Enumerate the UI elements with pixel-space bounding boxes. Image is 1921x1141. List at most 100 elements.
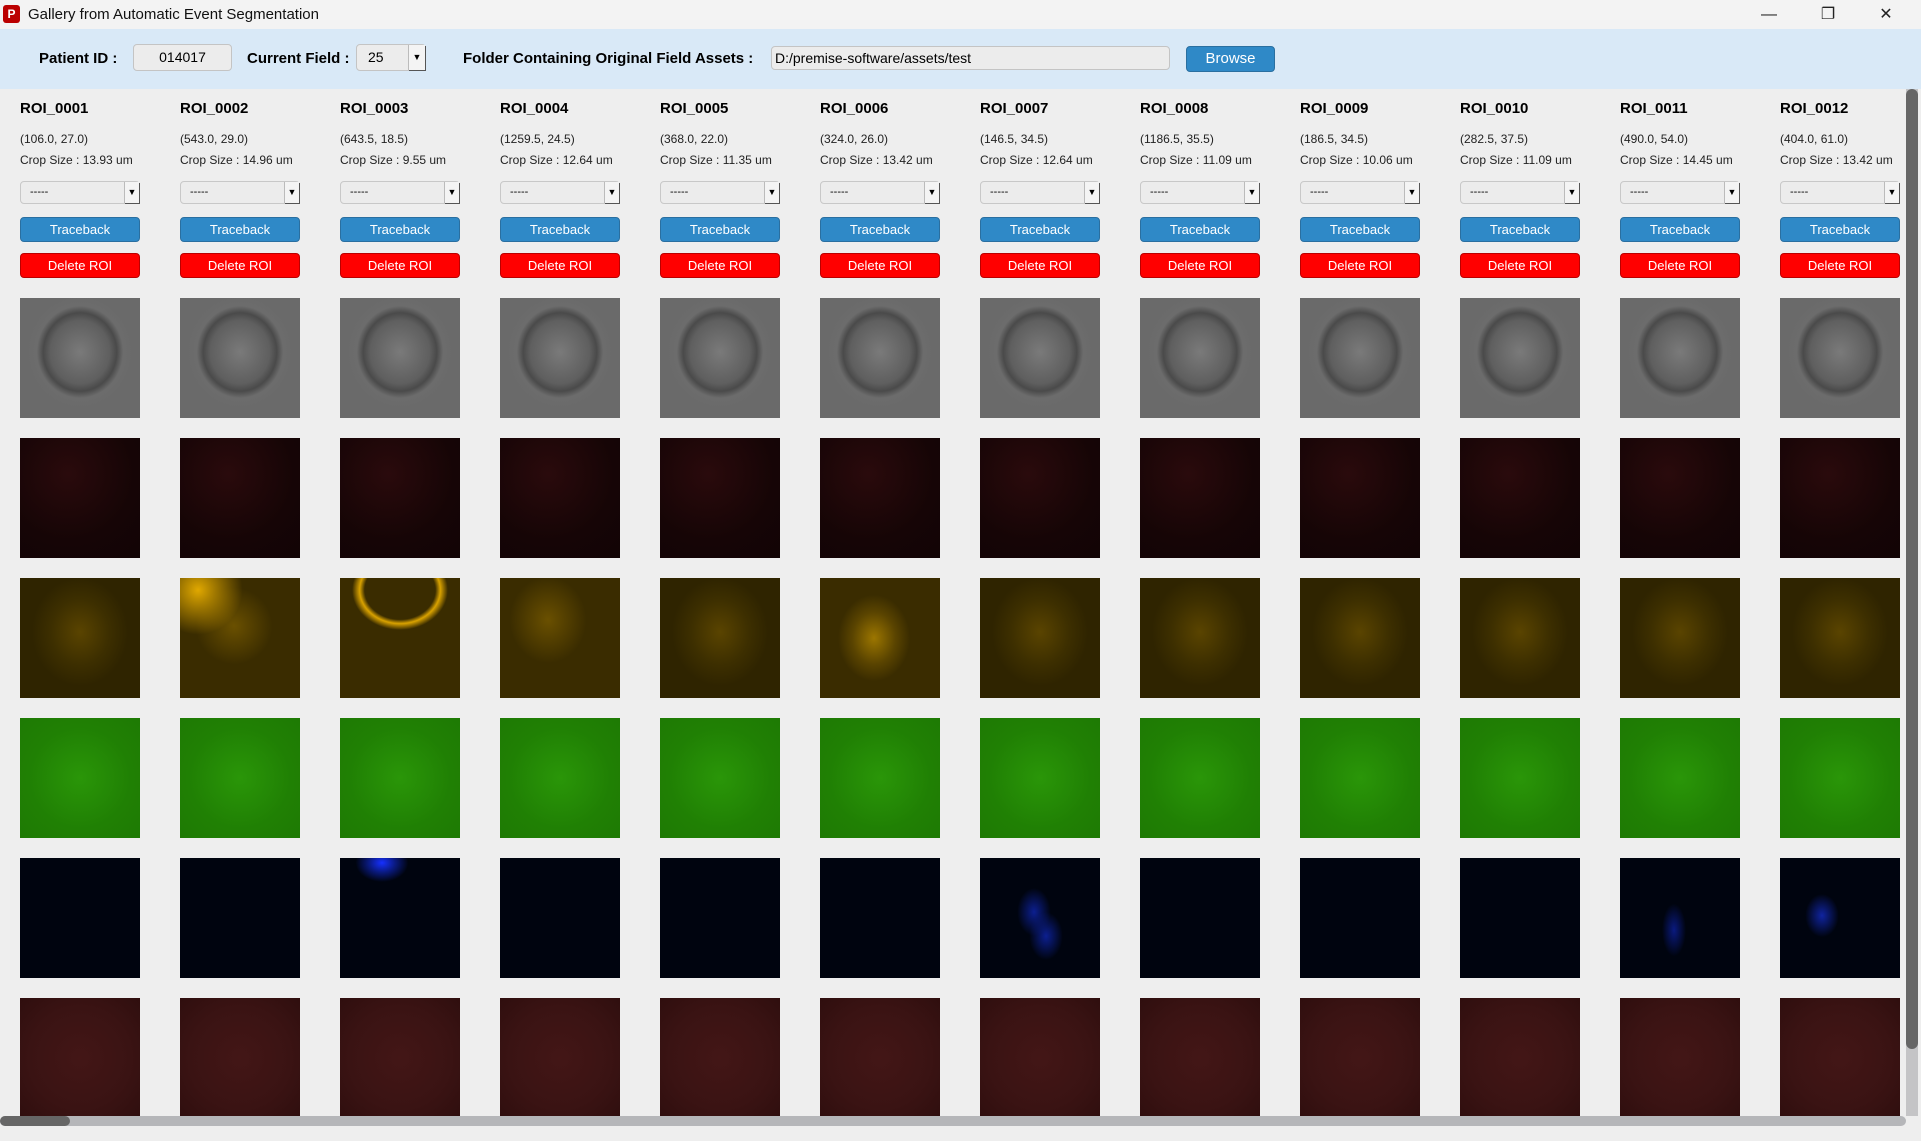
roi-class-select[interactable]: ----- ▼	[20, 181, 140, 204]
traceback-button[interactable]: Traceback	[820, 217, 940, 242]
folder-path-input[interactable]: D:/premise-software/assets/test	[771, 46, 1170, 70]
delete-roi-button[interactable]: Delete ROI	[1780, 253, 1900, 278]
roi-image-green	[20, 718, 140, 838]
vertical-scrollbar[interactable]	[1906, 89, 1918, 1116]
roi-column: ROI_0011 (490.0, 54.0) Crop Size : 14.45…	[1620, 89, 1770, 1116]
delete-roi-button[interactable]: Delete ROI	[1140, 253, 1260, 278]
roi-class-select[interactable]: ----- ▼	[1140, 181, 1260, 204]
roi-image-yellow	[980, 578, 1100, 698]
traceback-button[interactable]: Traceback	[1780, 217, 1900, 242]
chevron-down-icon[interactable]: ▼	[1084, 182, 1099, 203]
roi-image-green	[180, 718, 300, 838]
roi-image-dark-red	[1460, 998, 1580, 1116]
roi-image-red	[980, 438, 1100, 558]
restore-button[interactable]: ❐	[1820, 6, 1836, 23]
roi-column: ROI_0009 (186.5, 34.5) Crop Size : 10.06…	[1300, 89, 1450, 1116]
chevron-down-icon[interactable]: ▼	[284, 182, 299, 203]
delete-roi-button[interactable]: Delete ROI	[20, 253, 140, 278]
chevron-down-icon[interactable]: ▼	[604, 182, 619, 203]
delete-roi-button[interactable]: Delete ROI	[1460, 253, 1580, 278]
chevron-down-icon[interactable]: ▼	[924, 182, 939, 203]
roi-name: ROI_0009	[1300, 100, 1369, 117]
chevron-down-icon[interactable]: ▼	[764, 182, 779, 203]
roi-crop-size: Crop Size : 11.35 um	[660, 153, 772, 167]
roi-column: ROI_0002 (543.0, 29.0) Crop Size : 14.96…	[180, 89, 330, 1116]
roi-crop-size: Crop Size : 14.96 um	[180, 153, 293, 167]
delete-roi-button[interactable]: Delete ROI	[180, 253, 300, 278]
roi-image-dark-red	[820, 998, 940, 1116]
traceback-button[interactable]: Traceback	[980, 217, 1100, 242]
roi-class-select[interactable]: ----- ▼	[1620, 181, 1740, 204]
roi-image-red	[340, 438, 460, 558]
horizontal-scrollbar[interactable]	[0, 1116, 1906, 1126]
chevron-down-icon[interactable]: ▼	[408, 45, 425, 70]
current-field-select[interactable]: 25 ▼	[356, 44, 426, 71]
traceback-button[interactable]: Traceback	[1620, 217, 1740, 242]
delete-roi-button[interactable]: Delete ROI	[1300, 253, 1420, 278]
roi-name: ROI_0012	[1780, 100, 1849, 117]
delete-roi-button[interactable]: Delete ROI	[980, 253, 1100, 278]
traceback-button[interactable]: Traceback	[1140, 217, 1260, 242]
traceback-button[interactable]: Traceback	[500, 217, 620, 242]
minimize-button[interactable]: —	[1761, 6, 1777, 23]
title-bar: P Gallery from Automatic Event Segmentat…	[0, 0, 1921, 29]
traceback-button[interactable]: Traceback	[1460, 217, 1580, 242]
roi-image-brightfield	[180, 298, 300, 418]
delete-roi-button[interactable]: Delete ROI	[500, 253, 620, 278]
chevron-down-icon[interactable]: ▼	[1884, 182, 1899, 203]
roi-image-red	[1140, 438, 1260, 558]
chevron-down-icon[interactable]: ▼	[444, 182, 459, 203]
vertical-scrollbar-thumb[interactable]	[1906, 89, 1918, 1049]
roi-class-select[interactable]: ----- ▼	[340, 181, 460, 204]
roi-column: ROI_0004 (1259.5, 24.5) Crop Size : 12.6…	[500, 89, 650, 1116]
roi-crop-size: Crop Size : 12.64 um	[980, 153, 1093, 167]
patient-id-field[interactable]: 014017	[133, 44, 232, 71]
roi-gallery: ROI_0001 (106.0, 27.0) Crop Size : 13.93…	[0, 89, 1906, 1116]
traceback-button[interactable]: Traceback	[340, 217, 460, 242]
roi-image-blue	[20, 858, 140, 978]
roi-class-select[interactable]: ----- ▼	[1460, 181, 1580, 204]
roi-class-value: -----	[190, 186, 209, 198]
roi-name: ROI_0001	[20, 100, 89, 117]
roi-image-yellow	[500, 578, 620, 698]
folder-label: Folder Containing Original Field Assets …	[463, 50, 754, 67]
chevron-down-icon[interactable]: ▼	[1724, 182, 1739, 203]
roi-name: ROI_0005	[660, 100, 729, 117]
roi-image-yellow	[1460, 578, 1580, 698]
roi-image-yellow	[660, 578, 780, 698]
browse-button[interactable]: Browse	[1186, 46, 1275, 72]
horizontal-scrollbar-thumb[interactable]	[0, 1116, 70, 1126]
roi-class-select[interactable]: ----- ▼	[1300, 181, 1420, 204]
traceback-button[interactable]: Traceback	[1300, 217, 1420, 242]
traceback-button[interactable]: Traceback	[180, 217, 300, 242]
traceback-button[interactable]: Traceback	[660, 217, 780, 242]
roi-image-blue	[820, 858, 940, 978]
roi-crop-size: Crop Size : 13.93 um	[20, 153, 133, 167]
roi-class-select[interactable]: ----- ▼	[1780, 181, 1900, 204]
chevron-down-icon[interactable]: ▼	[1564, 182, 1579, 203]
toolbar: Patient ID : 014017 Current Field : 25 ▼…	[0, 29, 1921, 89]
roi-class-select[interactable]: ----- ▼	[180, 181, 300, 204]
roi-column: ROI_0010 (282.5, 37.5) Crop Size : 11.09…	[1460, 89, 1610, 1116]
roi-image-red	[20, 438, 140, 558]
roi-crop-size: Crop Size : 12.64 um	[500, 153, 613, 167]
roi-class-select[interactable]: ----- ▼	[660, 181, 780, 204]
traceback-button[interactable]: Traceback	[20, 217, 140, 242]
delete-roi-button[interactable]: Delete ROI	[820, 253, 940, 278]
delete-roi-button[interactable]: Delete ROI	[660, 253, 780, 278]
roi-image-brightfield	[1780, 298, 1900, 418]
delete-roi-button[interactable]: Delete ROI	[340, 253, 460, 278]
close-button[interactable]: ✕	[1879, 6, 1893, 23]
roi-class-select[interactable]: ----- ▼	[820, 181, 940, 204]
chevron-down-icon[interactable]: ▼	[124, 182, 139, 203]
roi-name: ROI_0004	[500, 100, 569, 117]
roi-coordinates: (106.0, 27.0)	[20, 132, 89, 146]
roi-coordinates: (1259.5, 24.5)	[500, 132, 575, 146]
roi-image-red	[1620, 438, 1740, 558]
chevron-down-icon[interactable]: ▼	[1404, 182, 1419, 203]
chevron-down-icon[interactable]: ▼	[1244, 182, 1259, 203]
roi-class-select[interactable]: ----- ▼	[980, 181, 1100, 204]
roi-class-select[interactable]: ----- ▼	[500, 181, 620, 204]
delete-roi-button[interactable]: Delete ROI	[1620, 253, 1740, 278]
roi-image-green	[980, 718, 1100, 838]
